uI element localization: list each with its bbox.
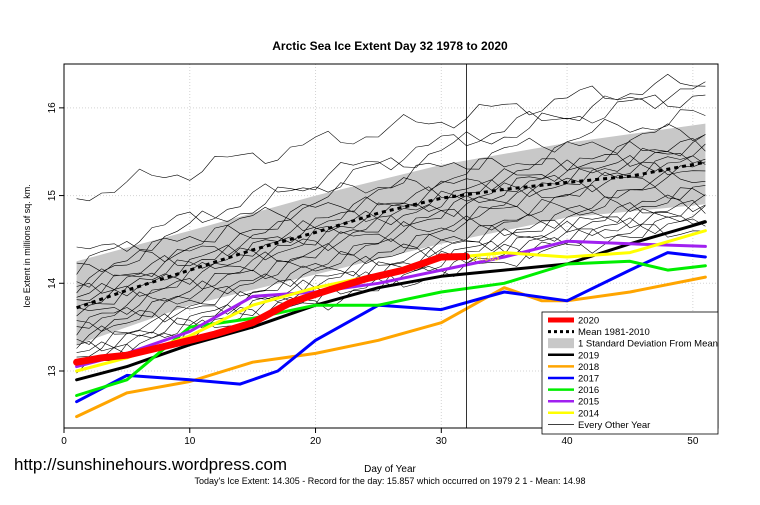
legend-label: 2015	[578, 397, 599, 408]
watermark: http://sunshinehours.wordpress.com	[14, 455, 288, 474]
every-other-year-line	[76, 123, 706, 288]
legend-label: 2020	[578, 316, 599, 327]
y-axis-label: Ice Extent in millions of sq. km.	[22, 184, 32, 308]
every-other-year-line	[76, 137, 706, 294]
every-other-year-line	[76, 81, 706, 252]
plot-content: 14.305	[64, 64, 718, 428]
every-other-year-line	[76, 73, 706, 202]
chart-title: Arctic Sea Ice Extent Day 32 1978 to 202…	[272, 39, 508, 53]
every-other-year-line	[76, 161, 706, 315]
legend-label: 1 Standard Deviation From Mean	[578, 339, 718, 350]
every-other-year-line	[76, 143, 706, 298]
every-other-year-line	[76, 134, 706, 294]
x-axis-label: Day of Year	[364, 464, 416, 475]
every-other-year-line	[76, 147, 706, 302]
legend-label: 2014	[578, 408, 599, 419]
y-tick-label: 14	[47, 277, 58, 289]
every-other-year-line	[76, 169, 706, 329]
x-tick-label: 50	[687, 436, 699, 447]
series-line-2020	[73, 253, 470, 366]
y-tick-label: 15	[47, 190, 58, 202]
every-other-year-line	[76, 109, 706, 273]
every-other-year-line	[76, 94, 706, 275]
axes: 0 10 20 30 40 50 13 14 15 16	[47, 63, 719, 447]
every-other-year-line	[76, 208, 706, 358]
y-tick-label: 13	[47, 365, 58, 377]
x-tick-label: 10	[184, 436, 196, 447]
current-value-label: 14.305	[471, 253, 499, 263]
legend-label: Every Other Year	[578, 420, 650, 431]
y-tick-label: 16	[47, 102, 58, 114]
x-tick-label: 20	[310, 436, 322, 447]
mean-line	[76, 160, 706, 310]
legend-label: 2016	[578, 385, 599, 396]
series-line-2019	[75, 220, 707, 382]
every-other-year-line	[76, 161, 706, 317]
every-other-year-line	[76, 199, 706, 352]
x-tick-label: 40	[562, 436, 574, 447]
plot-inner	[64, 64, 718, 428]
legend-swatch	[548, 338, 574, 349]
footer-text: Today's Ice Extent: 14.305 - Record for …	[195, 476, 586, 486]
x-tick-label: 0	[61, 436, 67, 447]
series-line-2018	[75, 275, 707, 419]
series-line-2015	[75, 239, 707, 369]
plot-frame	[63, 63, 719, 429]
legend-label: 2019	[578, 350, 599, 361]
every-other-year-line	[76, 194, 706, 345]
every-other-year-line	[76, 187, 706, 332]
x-tick-label: 30	[436, 436, 448, 447]
legend-label: Mean 1981-2010	[578, 327, 650, 338]
legend-label: 2018	[578, 362, 599, 373]
legend-label: 2017	[578, 374, 599, 385]
every-other-year-line	[76, 185, 706, 336]
